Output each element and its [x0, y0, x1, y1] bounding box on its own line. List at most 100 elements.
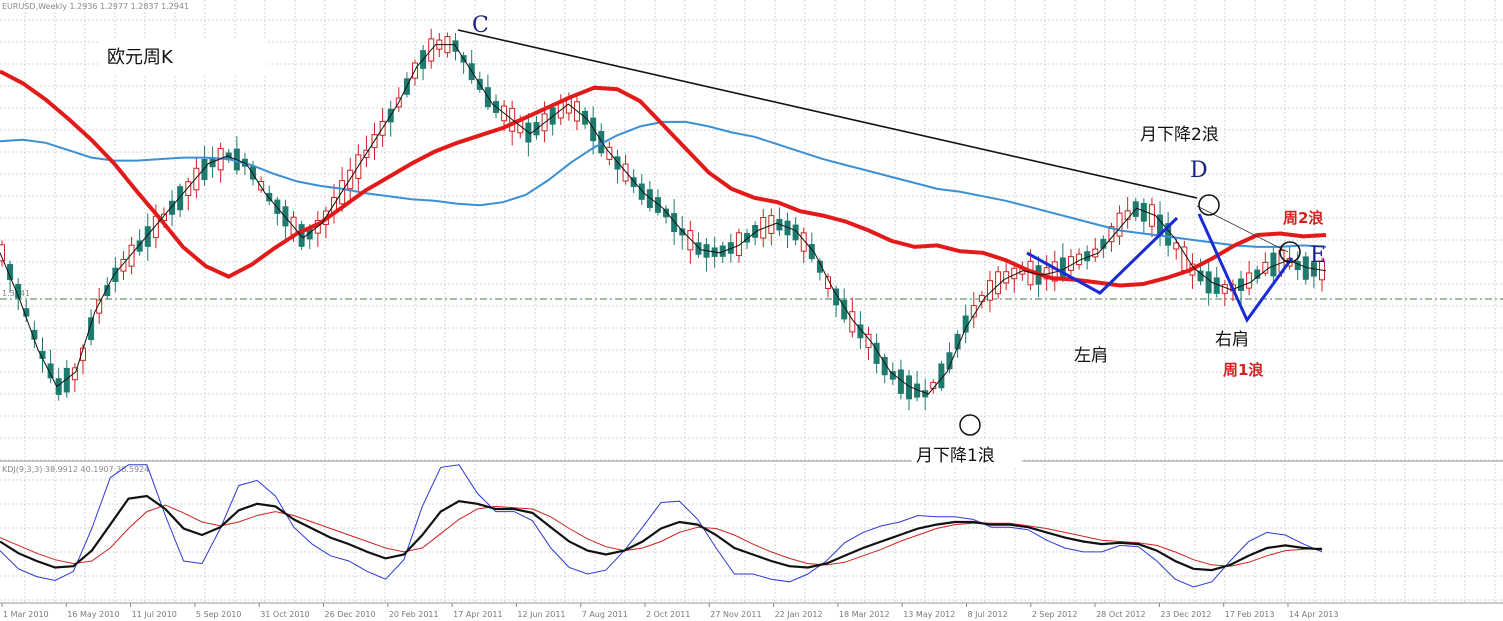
candle-body [1238, 278, 1245, 291]
candle-body [128, 244, 135, 267]
x-tick-label: 18 Mar 2012 [839, 610, 890, 619]
candle-body [735, 232, 742, 257]
x-tick-label: 27 Nov 2011 [710, 610, 761, 619]
candle-body [1262, 261, 1269, 274]
x-tick-label: 23 Dec 2012 [1160, 610, 1211, 619]
x-tick-label: 14 Apr 2013 [1289, 610, 1338, 619]
x-tick-label: 26 Dec 2010 [325, 610, 376, 619]
candle-body [962, 315, 969, 333]
candle-body [744, 233, 751, 243]
x-tick-label: 7 Aug 2011 [582, 610, 628, 619]
candle-body [646, 189, 653, 208]
candle-body [1067, 256, 1074, 271]
x-tick-label: 13 May 2012 [903, 610, 955, 619]
candle-body [193, 167, 200, 191]
trendline-c-d [457, 29, 1198, 199]
candle-body [201, 158, 208, 181]
candle-body [136, 240, 143, 252]
x-tick-label: 2 Sep 2012 [1032, 610, 1078, 619]
candle-body [104, 285, 111, 297]
candle-body [0, 244, 5, 262]
point-e-circle [1279, 241, 1301, 263]
x-tick-label: 16 May 2010 [67, 610, 119, 619]
wave1-low-circle [959, 414, 981, 436]
candle-body [630, 177, 637, 187]
candle-body [1116, 212, 1123, 237]
kdj-j-line [0, 464, 1323, 588]
candle-body [986, 280, 993, 301]
candle-body [1205, 271, 1212, 294]
candle-body [1246, 272, 1253, 289]
candle-body [606, 146, 613, 160]
label-week-wave-2: 周2浪 [1283, 209, 1323, 227]
candle-body [88, 317, 95, 341]
chart-title: 欧元周K [107, 47, 174, 68]
wave1-label-box [912, 440, 1022, 466]
x-tick-label: 20 Feb 2011 [389, 610, 439, 619]
ma-fast-line [0, 44, 1327, 395]
candle-body [800, 232, 807, 252]
candle-body [1294, 261, 1301, 271]
candle-body [995, 271, 1002, 295]
x-axis-ticks: 1 Mar 2010 16 May 2010 11 Jul 2010 5 Sep 20… [1, 603, 1338, 619]
candle-body [55, 378, 62, 395]
right-shoulder-pattern-line [1197, 213, 1294, 323]
label-week-wave-1: 周1浪 [1223, 361, 1263, 379]
trendline-d-e [1196, 205, 1289, 253]
symbol-header: EURUSD,Weekly 1.2936 1.2977 1.2837 1.294… [2, 2, 189, 11]
candle-body [71, 367, 78, 381]
candle-body [833, 288, 840, 306]
label-month-wave-down-2: 月下降2浪 [1140, 125, 1219, 145]
candle-body [792, 224, 799, 241]
candle-body [15, 283, 22, 299]
x-tick-label: 1 Mar 2010 [3, 610, 49, 619]
candle-body [290, 216, 297, 236]
x-tick-label: 12 Jun 2011 [517, 610, 565, 619]
label-d: D [1190, 158, 1208, 183]
candle-body [808, 244, 815, 260]
candle-body [266, 192, 273, 202]
x-tick-label: 8 Jul 2012 [968, 610, 1008, 619]
x-tick-label: 2 Oct 2011 [646, 610, 690, 619]
x-tick-label: 11 Jul 2010 [132, 610, 177, 619]
point-d-circle [1198, 194, 1220, 216]
candle-body [1213, 277, 1220, 294]
candle-body [185, 181, 192, 197]
candle-body [1173, 242, 1180, 250]
candle-body [978, 294, 985, 303]
candle-body [274, 199, 281, 214]
candle-body [1221, 283, 1228, 294]
label-month-wave-down-1: 月下降1浪 [916, 446, 995, 466]
x-tick-label: 22 Jan 2012 [775, 610, 823, 619]
candle-body [96, 299, 103, 314]
x-tick-label: 28 Oct 2012 [1096, 610, 1145, 619]
candle-body [671, 213, 678, 233]
title-box [100, 40, 266, 76]
label-c: C [472, 13, 489, 38]
candle-body [144, 226, 151, 247]
candle-body [654, 197, 661, 213]
candle-body [614, 156, 621, 170]
kdj-k-line [0, 494, 1323, 572]
label-e: E [1310, 243, 1326, 268]
x-tick-label: 5 Sep 2010 [196, 610, 242, 619]
candle-body [1254, 269, 1261, 279]
label-right-shoulder: 右肩 [1215, 330, 1249, 350]
candle-body [1270, 252, 1277, 277]
x-tick-label: 31 Oct 2010 [260, 610, 309, 619]
candle-body [1197, 270, 1204, 282]
candle-body [1148, 204, 1155, 227]
x-tick-label: 17 Feb 2013 [1225, 610, 1275, 619]
candle-body [590, 117, 597, 142]
candle-body [282, 206, 289, 227]
candle-body [622, 163, 629, 182]
candle-body [825, 276, 832, 290]
ma-red-line [0, 69, 1327, 288]
candle-body [177, 186, 184, 211]
candle-body [663, 208, 670, 218]
x-tick-label: 17 Apr 2011 [453, 610, 502, 619]
candle-body [1165, 223, 1172, 246]
label-left-shoulder: 左肩 [1074, 346, 1108, 366]
candle-body [752, 225, 759, 238]
